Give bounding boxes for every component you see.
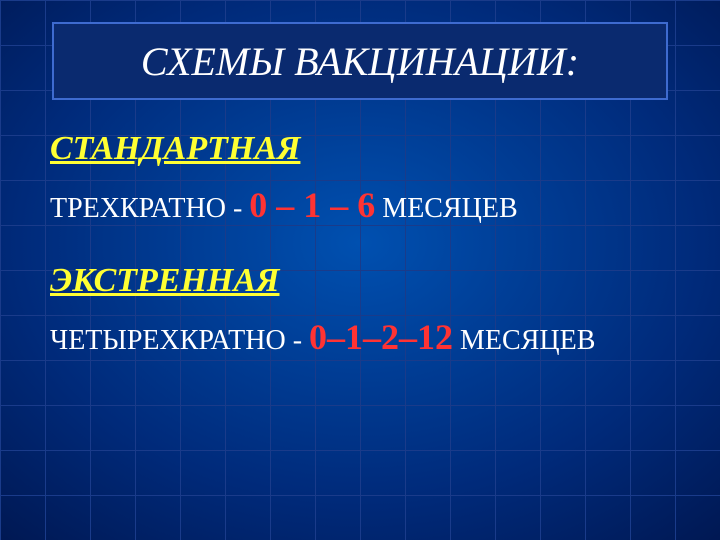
- heading-standard: СТАНДАРТНАЯ: [50, 130, 300, 168]
- line-emergency: ЧЕТЫРЕХКРАТНО - 0–1–2–12 МЕСЯЦЕВ: [50, 316, 595, 358]
- line-standard: ТРЕХКРАТНО - 0 – 1 – 6 МЕСЯЦЕВ: [50, 184, 518, 226]
- prefix-emergency: ЧЕТЫРЕХКРАТНО -: [50, 325, 309, 356]
- schedule-emergency: 0–1–2–12: [309, 317, 453, 357]
- schedule-standard: 0 – 1 – 6: [249, 185, 375, 225]
- suffix-standard: МЕСЯЦЕВ: [375, 193, 517, 224]
- suffix-emergency: МЕСЯЦЕВ: [453, 325, 595, 356]
- slide: СХЕМЫ ВАКЦИНАЦИИ: СТАНДАРТНАЯ ТРЕХКРАТНО…: [0, 0, 720, 540]
- title-box: СХЕМЫ ВАКЦИНАЦИИ:: [52, 22, 668, 100]
- heading-emergency: ЭКСТРЕННАЯ: [50, 262, 279, 300]
- slide-title: СХЕМЫ ВАКЦИНАЦИИ:: [141, 38, 579, 85]
- prefix-standard: ТРЕХКРАТНО -: [50, 193, 249, 224]
